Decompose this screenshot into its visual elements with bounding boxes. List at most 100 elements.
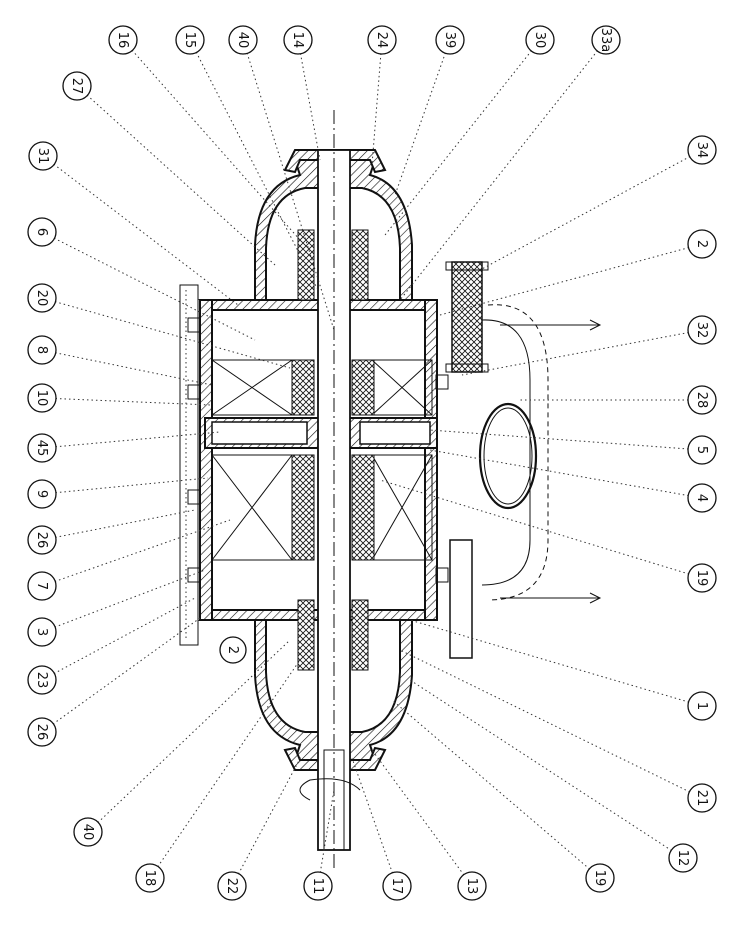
leader-line xyxy=(399,649,703,799)
callout-label: 2 xyxy=(694,240,709,248)
callout-label: 32 xyxy=(694,322,709,339)
callout-circle xyxy=(108,25,138,55)
callout-circle xyxy=(457,871,487,901)
callout-circle xyxy=(62,71,92,101)
leader-line xyxy=(149,659,301,879)
callout-label: 19 xyxy=(592,870,607,887)
callout-label: 26 xyxy=(34,532,49,549)
callout-label: 11 xyxy=(310,878,325,895)
callout-circle xyxy=(27,217,57,247)
leader-line xyxy=(394,39,451,196)
leader-line xyxy=(41,231,256,341)
callout-circle xyxy=(228,25,258,55)
base-plate xyxy=(179,284,199,646)
leader-line xyxy=(41,597,196,681)
callout-circle xyxy=(73,817,103,847)
leader-line xyxy=(242,39,335,331)
callout-label: 33a xyxy=(598,28,613,53)
leader-line xyxy=(76,85,276,266)
callout-inner-label: 2 xyxy=(225,646,240,654)
callout-circle xyxy=(27,383,57,413)
leader-line xyxy=(384,39,541,236)
shaft xyxy=(299,110,361,870)
leader-line xyxy=(409,619,703,707)
callout-label: 34 xyxy=(694,142,709,159)
callout-label: 12 xyxy=(675,850,690,867)
callout-label: 3 xyxy=(34,628,49,636)
callout-label: 31 xyxy=(35,148,50,165)
callout-circle xyxy=(687,435,717,465)
leader-line xyxy=(41,617,201,733)
leader-line xyxy=(41,397,211,406)
callout-label: 4 xyxy=(694,494,709,502)
callout-circle xyxy=(687,483,717,513)
leader-line xyxy=(297,39,321,161)
callout-label: 10 xyxy=(34,390,49,407)
callout-circle xyxy=(217,871,247,901)
callouts-left: 27 31 6 20 8 10 45 9 26 7 3 23 26 xyxy=(27,71,291,747)
leader-line xyxy=(87,639,291,833)
callout-label: 21 xyxy=(694,790,709,807)
callout-circle xyxy=(175,25,205,55)
outlet-pipe-assembly xyxy=(445,261,602,659)
leader-line xyxy=(41,477,209,495)
callout-label: 15 xyxy=(182,32,197,49)
callout-label: 8 xyxy=(34,346,49,354)
callout-circle xyxy=(687,691,717,721)
callout-circle xyxy=(525,25,555,55)
callout-circle xyxy=(27,717,57,747)
leader-line xyxy=(41,569,206,633)
leader-line xyxy=(429,449,703,499)
leader-line xyxy=(429,429,703,451)
callout-label: 39 xyxy=(442,32,457,49)
leader-line xyxy=(317,789,335,887)
stator-windings xyxy=(211,359,433,561)
callout-label: 40 xyxy=(235,32,250,49)
callout-circle xyxy=(27,525,57,555)
callout-inner: 2 xyxy=(219,636,247,664)
callout-circle xyxy=(27,617,57,647)
callout-circle xyxy=(687,563,717,593)
leader-line xyxy=(41,431,221,449)
callout-label: 17 xyxy=(389,878,404,895)
callout-label: 5 xyxy=(694,446,709,454)
callout-circle xyxy=(303,871,333,901)
callouts-right: 34 2 32 28 5 4 19 1 21 xyxy=(379,135,717,813)
callouts-bottom: 40 18 22 11 17 13 19 12 xyxy=(73,639,698,901)
callout-circle xyxy=(591,25,621,55)
callout-circle xyxy=(367,25,397,55)
callout-circle xyxy=(27,283,57,313)
callout-circle xyxy=(27,479,57,509)
callout-label: 18 xyxy=(142,870,157,887)
leader-line xyxy=(41,509,196,541)
callout-label: 26 xyxy=(34,724,49,741)
callout-label: 16 xyxy=(115,32,130,49)
callout-label: 23 xyxy=(34,672,49,689)
leader-line xyxy=(41,349,213,386)
callout-circle xyxy=(382,871,412,901)
callouts-top: 16 15 40 14 24 39 30 33a xyxy=(108,25,621,331)
leader-line xyxy=(231,754,303,887)
callout-circle xyxy=(687,385,717,415)
callout-circle xyxy=(668,843,698,873)
leader-line xyxy=(439,243,703,316)
callout-label: 13 xyxy=(464,878,479,895)
callout-label: 7 xyxy=(34,582,49,590)
leader-line xyxy=(351,757,398,887)
callout-circle xyxy=(135,863,165,893)
callout-label: 14 xyxy=(290,32,305,49)
leader-line xyxy=(399,39,607,301)
callout-label: 24 xyxy=(374,32,389,49)
callout-circle xyxy=(27,433,57,463)
callout-circle xyxy=(687,783,717,813)
leader-line xyxy=(379,479,703,579)
callout-circle xyxy=(27,571,57,601)
callout-label: 6 xyxy=(34,228,49,236)
leader-line xyxy=(42,155,239,306)
leader-line xyxy=(371,39,383,166)
callout-circle xyxy=(435,25,465,55)
callout-circle xyxy=(585,863,615,893)
leader-line xyxy=(371,749,473,887)
bolts xyxy=(187,317,449,583)
